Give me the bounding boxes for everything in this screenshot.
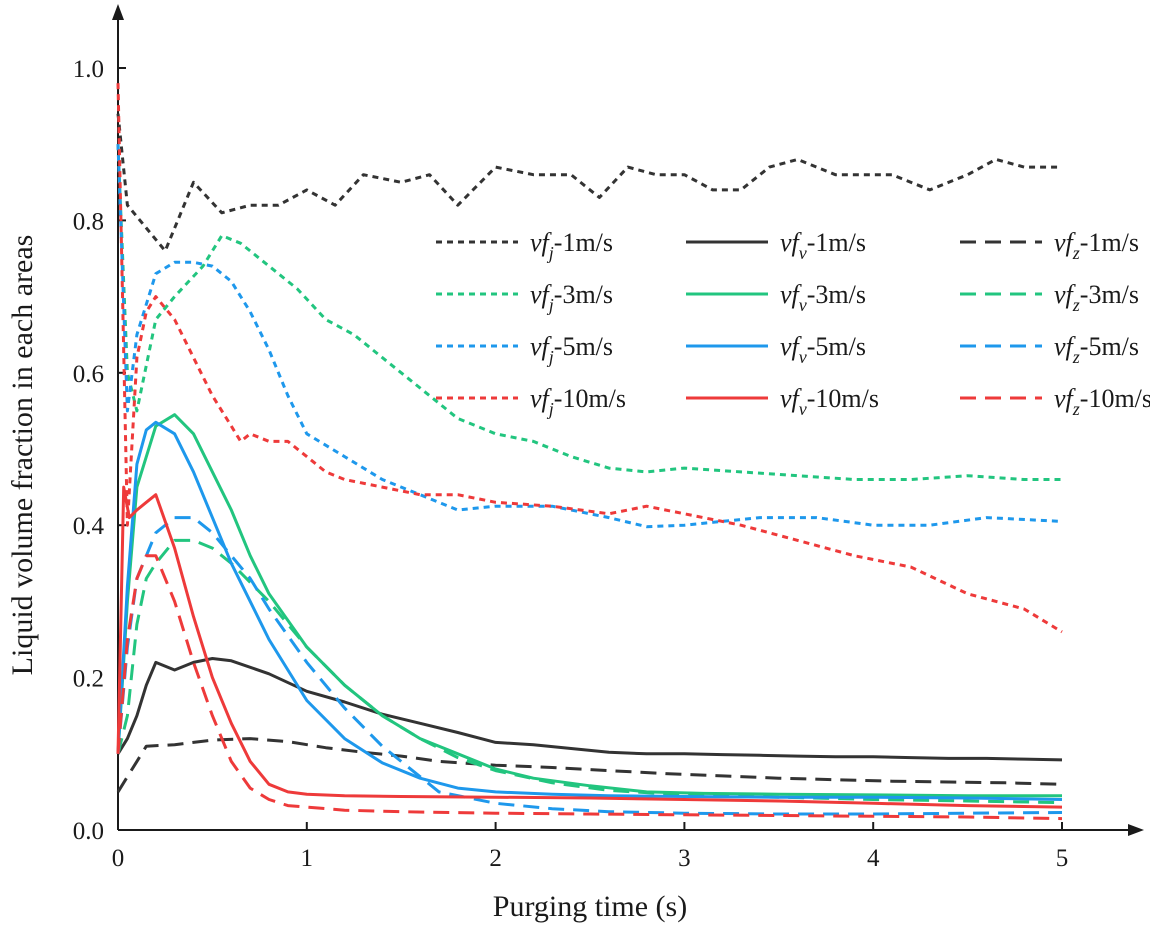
legend-label: vfz-10m/s (1054, 384, 1150, 419)
legend-label-base: vf (1054, 384, 1077, 413)
legend-label-subscript: v (799, 295, 807, 315)
legend-label-subscript: z (1072, 399, 1080, 419)
series-line-vf-v-5m-s (116, 420, 1063, 801)
legend-label-subscript: z (1072, 295, 1080, 315)
series-line-vf-z-5m-s (116, 516, 1063, 816)
legend-label-suffix: -3m/s (807, 280, 866, 309)
legend-label: vfv-3m/s (780, 280, 866, 315)
legend-label-suffix: -10m/s (554, 384, 626, 413)
legend-label-subscript: v (799, 243, 807, 263)
legend-item: vfz-1m/s (960, 228, 1139, 263)
legend-item: vfv-5m/s (686, 332, 866, 367)
legend-label-suffix: -1m/s (807, 228, 866, 257)
legend-label-base: vf (1054, 228, 1077, 257)
series-line-vf-v-10m-s (116, 485, 1063, 809)
x-ticks: 0 1 2 3 4 5 (112, 822, 1069, 872)
legend-label-suffix: -10m/s (807, 384, 879, 413)
legend-label-base: vf (530, 280, 553, 309)
legend-item: vfj-10m/s (436, 384, 626, 419)
legend-label-subscript: j (547, 399, 554, 419)
x-axis-arrow (1128, 824, 1144, 836)
legend-label: vfv-10m/s (780, 384, 879, 419)
legend-label-base: vf (1054, 332, 1077, 361)
legend-label-subscript: j (547, 295, 554, 315)
series-line-vf-j-5m-s (116, 144, 1063, 529)
series-line-vf-z-10m-s (116, 554, 1063, 821)
legend-item: vfj-3m/s (436, 280, 613, 315)
legend-label-base: vf (780, 228, 803, 257)
legend-label-subscript: j (547, 347, 554, 367)
x-tick-label: 5 (1056, 845, 1069, 872)
legend-label-subscript: v (799, 399, 807, 419)
legend-item: vfv-10m/s (686, 384, 879, 419)
legend-label-suffix: -5m/s (807, 332, 866, 361)
series-line-vf-v-1m-s (116, 657, 1063, 762)
y-tick-label: 0.6 (73, 361, 104, 388)
x-tick-label: 1 (301, 845, 314, 872)
legend-label: vfj-3m/s (530, 280, 613, 315)
series-line-vf-j-10m-s (116, 83, 1063, 634)
legend-label-subscript: z (1072, 243, 1080, 263)
x-tick-label: 2 (489, 845, 502, 872)
series-line-vf-j-3m-s (116, 144, 1062, 481)
series-line-vf-z-1m-s (116, 737, 1063, 793)
legend-label-subscript: j (547, 243, 554, 263)
legend-label-suffix: -3m/s (1080, 280, 1139, 309)
series-line-vf-v-3m-s (116, 413, 1062, 798)
legend-item: vfj-5m/s (436, 332, 613, 367)
x-tick-label: 4 (867, 845, 880, 872)
x-tick-label: 0 (112, 845, 125, 872)
legend-label-suffix: -1m/s (554, 228, 613, 257)
y-ticks: 0.0 0.2 0.4 0.6 0.8 1.0 (73, 56, 126, 845)
x-axis-title: Purging time (s) (493, 890, 687, 923)
legend-label: vfj-10m/s (530, 384, 626, 419)
y-tick-label: 0.2 (73, 666, 104, 693)
y-tick-label: 0.4 (73, 513, 105, 540)
legend-label-subscript: z (1072, 347, 1080, 367)
legend-label-suffix: -3m/s (554, 280, 613, 309)
legend-label-suffix: -5m/s (554, 332, 613, 361)
x-tick-label: 3 (678, 845, 691, 872)
legend-label: vfz-5m/s (1054, 332, 1139, 367)
legend-label: vfv-5m/s (780, 332, 866, 367)
y-tick-label: 1.0 (73, 56, 104, 83)
legend-label-suffix: -5m/s (1080, 332, 1139, 361)
legend-item: vfz-3m/s (960, 280, 1139, 315)
y-tick-label: 0.0 (73, 818, 104, 845)
legend-label-base: vf (1054, 280, 1077, 309)
legend-label-suffix: -1m/s (1080, 228, 1139, 257)
legend-label-suffix: -10m/s (1080, 384, 1150, 413)
legend-label-base: vf (530, 332, 553, 361)
series-layer (116, 83, 1063, 821)
legend-item: vfv-1m/s (686, 228, 866, 263)
legend-label: vfz-3m/s (1054, 280, 1139, 315)
legend-label: vfj-5m/s (530, 332, 613, 367)
legend-label-base: vf (530, 384, 553, 413)
legend-item: vfz-10m/s (960, 384, 1150, 419)
legend-label: vfv-1m/s (780, 228, 866, 263)
legend-label: vfz-1m/s (1054, 228, 1139, 263)
legend-item: vfz-5m/s (960, 332, 1139, 367)
legend-item: vfj-1m/s (436, 228, 613, 263)
legend-label-base: vf (530, 228, 553, 257)
legend-item: vfv-3m/s (686, 280, 866, 315)
y-axis-arrow (112, 4, 124, 20)
legend-label-base: vf (780, 384, 803, 413)
y-tick-label: 0.8 (73, 208, 104, 235)
series-line-vf-j-1m-s (116, 113, 1062, 253)
legend-label-base: vf (780, 332, 803, 361)
legend-label-base: vf (780, 280, 803, 309)
y-axis-title: Liquid volume fraction in each areas (6, 235, 39, 676)
legend-label-subscript: v (799, 347, 807, 367)
legend-label: vfj-1m/s (530, 228, 613, 263)
